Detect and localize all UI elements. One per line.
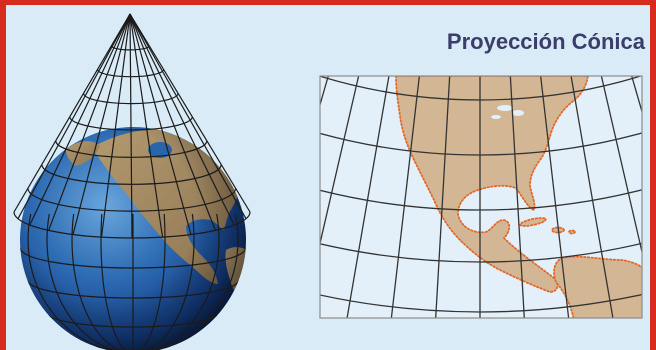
cone-parallel-line [13, 211, 251, 239]
globe-meridian-line [71, 214, 195, 350]
cone-parallel-line [55, 140, 208, 158]
globe-meridian-line [46, 214, 220, 350]
map-lake [497, 105, 513, 111]
map-meridian-line [600, 76, 642, 255]
map-cuba [519, 217, 547, 227]
cone-meridian-line [129, 13, 133, 239]
map-puerto-rico [568, 229, 576, 235]
cone-meridian-line [129, 13, 164, 238]
cone-meridian-line [100, 13, 131, 238]
map-north-america [395, 76, 589, 293]
cone-meridian-line [129, 13, 235, 226]
cone-meridian-line [129, 13, 192, 235]
map-meridian-line [320, 76, 360, 247]
map-meridian-line [390, 76, 421, 318]
map-south-america [553, 255, 642, 318]
map-graticule [320, 76, 642, 318]
map-frame [319, 75, 643, 319]
cone-parallel-line [110, 45, 150, 51]
cone-meridian-line [129, 13, 247, 219]
map-land [395, 76, 642, 318]
map-meridian-line [509, 76, 525, 318]
cone-parallel-line [83, 93, 179, 105]
cone-parallel-line [41, 164, 222, 185]
map-lake [512, 110, 524, 116]
globe-parallel-line [45, 311, 221, 328]
cone-meridian-line [17, 13, 131, 219]
map-meridian-line [631, 76, 642, 114]
cone-parallel-line [27, 188, 237, 212]
globe-parallel-line [26, 279, 240, 299]
cone-wireframe [13, 13, 251, 239]
cone-meridian-line [29, 13, 131, 226]
cone-meridian-line [13, 13, 131, 213]
map-meridian-line [570, 76, 614, 318]
cone-parallel-line [69, 116, 193, 131]
map-meridian-line [539, 76, 570, 318]
page-title: Proyección Cónica [446, 29, 645, 54]
cone-meridian-line [129, 13, 216, 231]
conic-map [319, 75, 643, 319]
cone-meridian-line [72, 13, 131, 235]
globe-grid [20, 214, 246, 350]
globe-meridian-line [27, 214, 239, 350]
map-great-lakes [491, 105, 524, 119]
cone-parallel-line [96, 69, 165, 78]
map-lake [491, 115, 501, 119]
globe-parallel-line [20, 247, 246, 269]
cone-meridian-line [48, 13, 131, 231]
map-meridian-line [346, 76, 390, 318]
cone-meridian-line [129, 13, 251, 213]
map-meridian-line [435, 76, 451, 318]
globe-meridian-line [100, 214, 166, 350]
